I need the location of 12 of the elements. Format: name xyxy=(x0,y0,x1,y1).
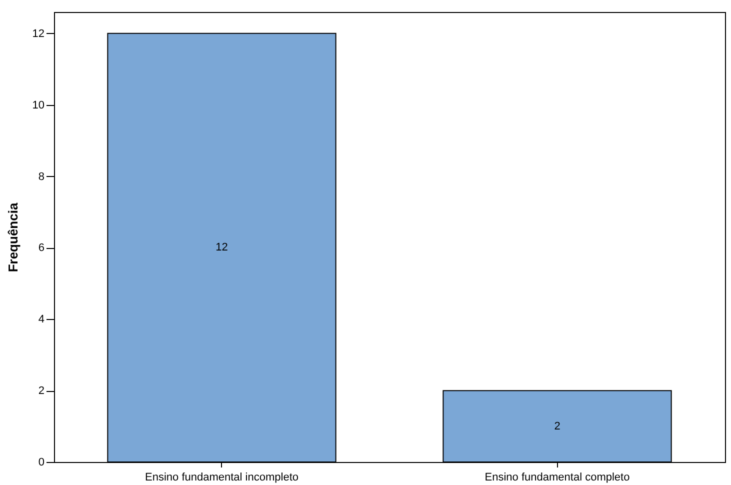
y-tick-label: 0 xyxy=(38,456,44,468)
x-tick-label: Ensino fundamental incompleto xyxy=(145,472,298,484)
y-axis-title: Frequência xyxy=(5,202,20,272)
y-tick-label: 12 xyxy=(32,28,44,40)
y-tick-label: 6 xyxy=(38,242,44,254)
y-tick-label: 8 xyxy=(38,170,44,183)
y-tick-label: 10 xyxy=(32,99,44,112)
data-label: 2 xyxy=(554,420,560,432)
y-tick-label: 2 xyxy=(38,385,44,398)
y-tick-label: 4 xyxy=(38,314,44,326)
x-tick-label: Ensino fundamental completo xyxy=(484,472,630,484)
data-label: 12 xyxy=(216,242,228,254)
